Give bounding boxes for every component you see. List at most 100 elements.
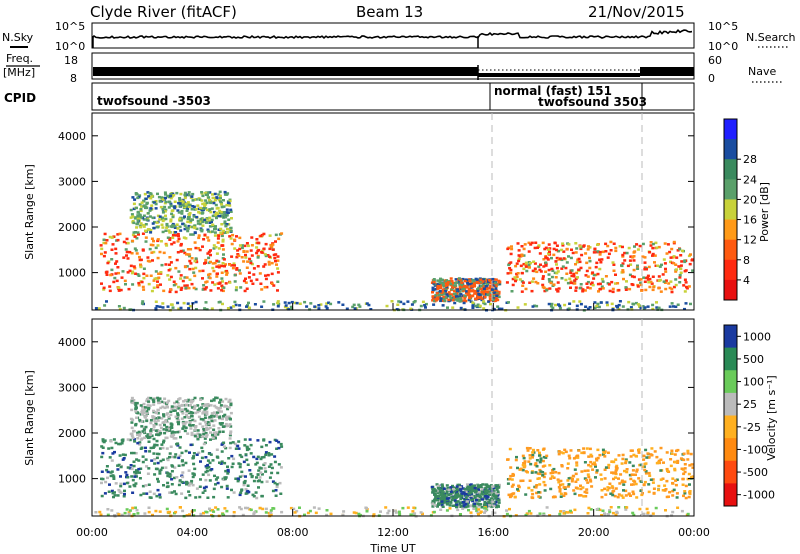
scatter-cell	[654, 506, 658, 510]
scatter-cell	[163, 191, 167, 194]
scatter-cell	[600, 277, 604, 281]
scatter-cell	[195, 435, 199, 438]
scatter-cell	[226, 465, 229, 468]
scatter-cell	[208, 415, 212, 419]
scatter-cell	[243, 444, 247, 447]
scatter-cell	[262, 438, 266, 441]
scatter-cell	[494, 298, 498, 301]
scatter-cell	[492, 486, 496, 490]
scatter-cell	[628, 461, 632, 464]
scatter-cell	[181, 471, 185, 474]
scatter-cell	[462, 491, 466, 494]
scatter-cell	[256, 439, 260, 442]
scatter-cell	[146, 435, 150, 439]
scatter-cell	[637, 477, 641, 480]
scatter-cell	[218, 461, 221, 464]
scatter-cell	[145, 202, 149, 205]
scatter-cell	[576, 478, 580, 481]
scatter-cell	[571, 477, 574, 481]
scatter-cell	[541, 241, 545, 245]
scatter-cell	[611, 261, 615, 264]
scatter-cell	[201, 403, 205, 406]
scatter-cell	[574, 251, 578, 254]
colorbar-tick-label: 100	[743, 376, 764, 389]
scatter-cell	[175, 223, 179, 226]
scatter-cell	[171, 435, 175, 438]
x-tick-label: 16:00	[477, 526, 509, 539]
scatter-cell	[214, 434, 218, 437]
scatter-cell	[479, 278, 483, 282]
scatter-cell	[630, 275, 634, 278]
scatter-cell	[451, 281, 455, 285]
scatter-cell	[624, 458, 628, 461]
scatter-cell	[549, 487, 553, 491]
scatter-cell	[233, 300, 237, 304]
scatter-cell	[594, 465, 597, 468]
scatter-cell	[142, 492, 146, 495]
scatter-cell	[558, 483, 562, 487]
scatter-cell	[164, 436, 168, 440]
scatter-cell	[216, 241, 220, 244]
scatter-cell	[621, 453, 625, 457]
scatter-cell	[564, 266, 568, 270]
scatter-cell	[444, 282, 448, 285]
scatter-cell	[264, 451, 268, 454]
scatter-cell	[202, 404, 206, 407]
noise-right-tick-top: 10^5	[708, 20, 738, 33]
scatter-cell	[477, 281, 481, 285]
scatter-cell	[521, 454, 525, 458]
scatter-cell	[317, 304, 321, 307]
scatter-cell	[148, 404, 152, 407]
scatter-cell	[198, 495, 202, 499]
scatter-cell	[149, 192, 153, 195]
scatter-cell	[275, 483, 279, 486]
power-scatter	[94, 190, 695, 312]
scatter-cell	[621, 457, 625, 461]
scatter-cell	[195, 215, 199, 219]
scatter-cell	[240, 455, 244, 459]
scatter-cell	[472, 507, 476, 510]
scatter-cell	[209, 260, 212, 264]
scatter-cell	[191, 418, 195, 422]
scatter-cell	[579, 302, 583, 306]
scatter-cell	[651, 275, 655, 278]
scatter-cell	[243, 438, 247, 441]
scatter-cell	[592, 273, 596, 277]
scatter-cell	[612, 269, 616, 272]
scatter-cell	[175, 417, 179, 420]
scatter-cell	[672, 488, 676, 492]
scatter-cell	[94, 307, 98, 310]
scatter-cell	[440, 500, 444, 503]
scatter-cell	[171, 214, 175, 217]
scatter-cell	[192, 205, 196, 209]
scatter-cell	[194, 246, 198, 250]
scatter-cell	[554, 303, 557, 307]
scatter-cell	[642, 458, 646, 461]
scatter-cell	[140, 410, 144, 414]
scatter-cell	[145, 409, 149, 413]
scatter-cell	[223, 220, 227, 223]
scatter-cell	[269, 243, 273, 247]
scatter-cell	[468, 279, 472, 283]
scatter-cell	[514, 264, 518, 268]
scatter-cell	[609, 240, 613, 244]
scatter-cell	[161, 208, 165, 211]
scatter-cell	[184, 202, 188, 206]
scatter-cell	[661, 477, 665, 480]
scatter-cell	[587, 463, 591, 467]
scatter-cell	[100, 455, 104, 459]
scatter-cell	[649, 280, 653, 284]
scatter-cell	[203, 262, 206, 265]
scatter-cell	[193, 198, 197, 201]
scatter-cell	[491, 485, 495, 488]
scatter-cell	[238, 304, 242, 307]
scatter-cell	[188, 421, 192, 424]
scatter-cell	[473, 496, 477, 499]
scatter-cell	[488, 488, 492, 492]
scatter-cell	[156, 285, 160, 289]
scatter-cell	[456, 288, 460, 291]
scatter-cell	[630, 308, 634, 311]
scatter-cell	[644, 472, 648, 475]
scatter-cell	[160, 443, 164, 446]
scatter-cell	[439, 277, 442, 281]
